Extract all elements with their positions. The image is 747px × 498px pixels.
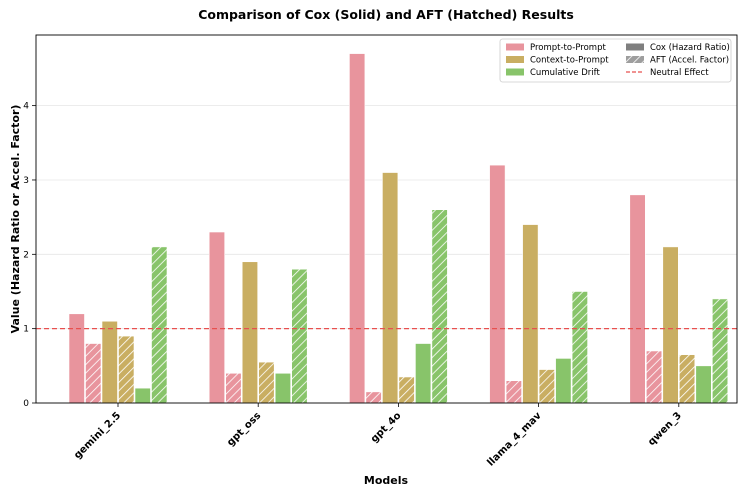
legend-prompt-to-prompt-swatch [506,43,524,51]
bar-gpt-oss-context-to-prompt-cox [241,261,258,404]
x-tick-label: gpt_oss [225,410,263,448]
bar-llama-4-mav-cumulative-drift-aft [571,291,588,404]
bar-gemini-2-5-context-to-prompt-cox [101,320,118,404]
y-tick-label: 0 [23,399,29,409]
x-axis-title: Models [364,474,409,487]
bar-gpt-oss-cumulative-drift-aft [291,268,308,404]
bar-gemini-2-5-context-to-prompt-aft [118,335,135,404]
bar-qwen-3-context-to-prompt-cox [662,246,679,404]
bar-gpt-oss-cumulative-drift-cox [274,372,292,404]
x-tick-label: llama_4_mav [485,410,544,469]
bar-gpt-4o-prompt-to-prompt-aft [365,391,382,404]
legend-aft-accel-factor-label: AFT (Accel. Factor) [650,56,729,66]
bar-gemini-2-5-prompt-to-prompt-cox [68,313,85,404]
bar-gpt-oss-prompt-to-prompt-cox [208,231,225,404]
y-axis-title: Value (Hazard Ratio or Accel. Factor) [9,105,22,334]
x-tick-label: qwen_3 [646,410,684,448]
legend-cumulative-drift-swatch [506,68,524,76]
legend: Prompt-to-Prompt Cox (Hazard Ratio) Contex… [499,38,732,83]
bar-gpt-4o-cumulative-drift-cox [415,343,432,404]
legend-prompt-to-prompt-label: Prompt-to-Prompt [530,43,606,53]
legend-aft-accel-factor-swatch [626,56,644,63]
bars [68,53,729,404]
bar-gpt-4o-context-to-prompt-aft [398,376,415,404]
y-tick-label: 2 [23,250,29,260]
bar-gemini-2-5-prompt-to-prompt-aft [85,343,102,404]
bar-qwen-3-prompt-to-prompt-cox [629,194,646,404]
y-tick-label: 4 [23,102,29,112]
bar-gpt-4o-prompt-to-prompt-cox [349,53,366,404]
legend-cox-hazard-ratio-label: Cox (Hazard Ratio) [650,43,730,53]
chart-title: Comparison of Cox (Solid) and AFT (Hatch… [198,7,574,22]
bar-qwen-3-context-to-prompt-aft [678,354,696,404]
legend-context-to-prompt-label: Context-to-Prompt [530,56,609,66]
x-tick-label: gemini_2.5 [72,410,123,461]
bar-qwen-3-prompt-to-prompt-aft [645,350,663,404]
bar-qwen-3-cumulative-drift-aft [711,298,729,404]
bar-gpt-oss-prompt-to-prompt-aft [225,372,242,404]
legend-context-to-prompt-swatch [506,56,524,63]
bar-llama-4-mav-context-to-prompt-aft [538,369,555,404]
y-tick-label: 1 [23,325,29,335]
bar-llama-4-mav-cumulative-drift-cox [555,358,572,404]
bar-gemini-2-5-cumulative-drift-cox [134,387,151,404]
bar-llama-4-mav-prompt-to-prompt-cox [489,164,506,404]
y-axis: 0 1 2 3 4 [23,102,36,409]
legend-neutral-effect-label: Neutral Effect [650,68,709,78]
x-tick-label: gpt_4o [369,410,404,445]
bar-gpt-4o-cumulative-drift-aft [431,209,448,404]
legend-cumulative-drift-label: Cumulative Drift [530,68,600,78]
bar-llama-4-mav-prompt-to-prompt-aft [505,380,522,404]
bar-gpt-oss-context-to-prompt-aft [258,361,275,404]
bar-llama-4-mav-context-to-prompt-cox [522,224,539,404]
legend-cox-hazard-ratio-swatch [626,43,644,51]
legend-frame [499,38,732,83]
bar-qwen-3-cumulative-drift-cox [695,365,712,404]
bar-gemini-2-5-cumulative-drift-aft [151,246,168,404]
y-tick-label: 3 [23,176,29,186]
bar-gpt-4o-context-to-prompt-cox [382,172,399,404]
plot-frame [35,34,738,404]
x-axis: gemini_2.5 gpt_oss gpt_4o llama_4_mav qwen_3 [72,403,684,469]
